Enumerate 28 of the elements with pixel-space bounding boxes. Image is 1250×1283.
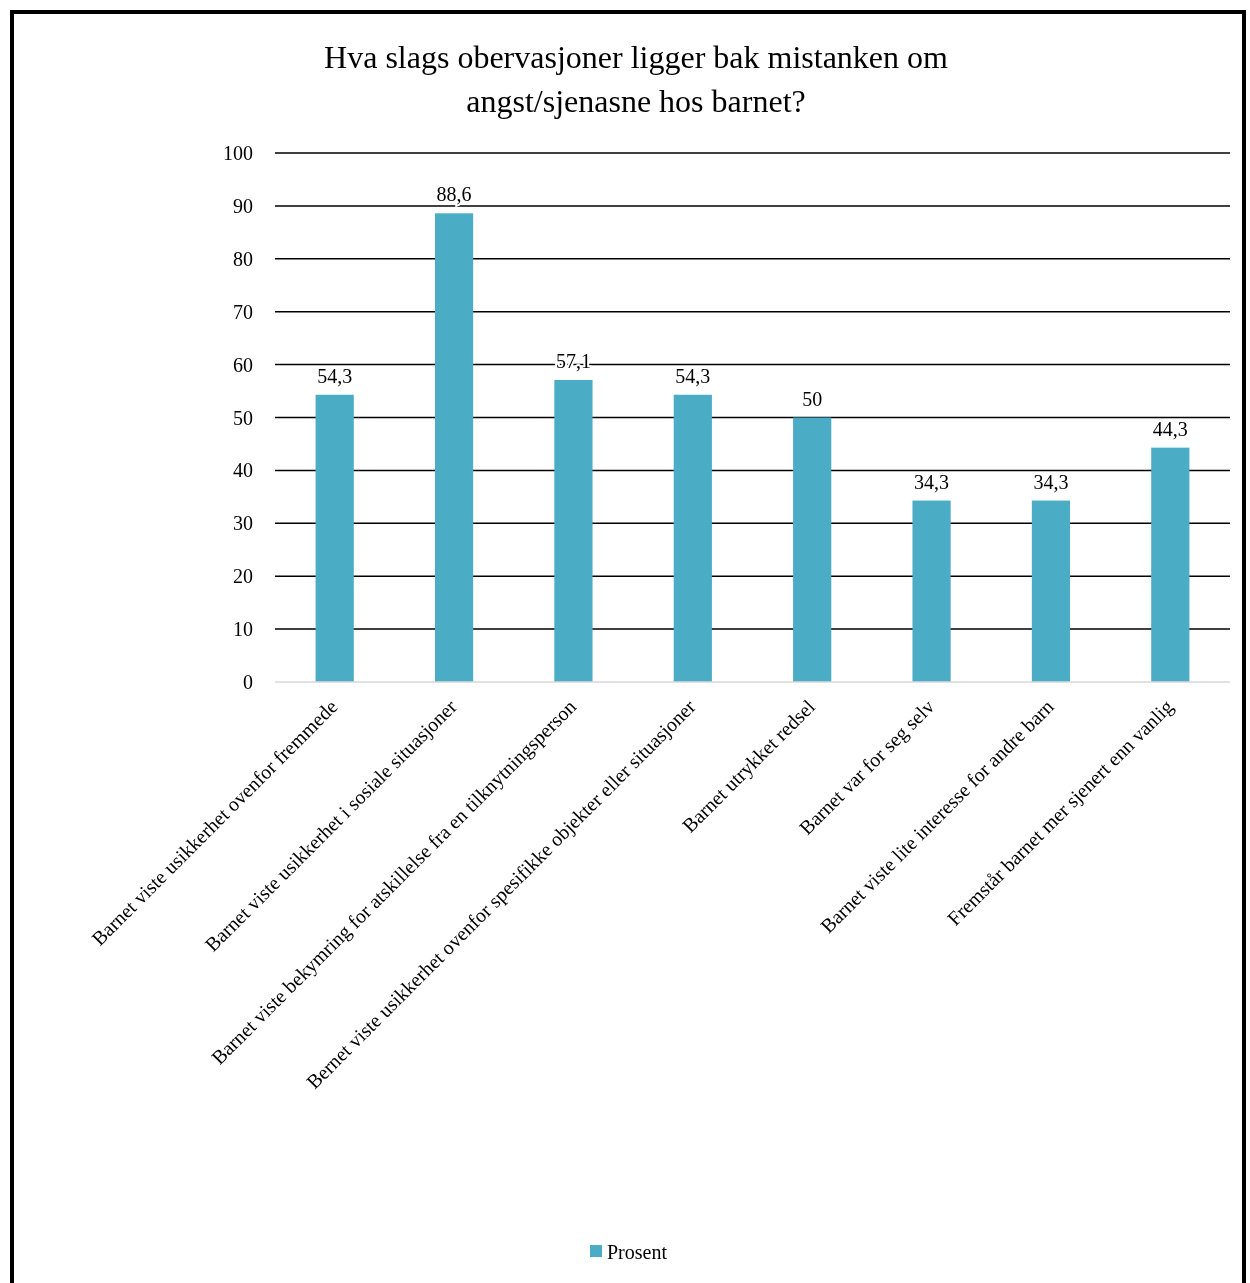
bar <box>793 417 832 682</box>
y-tick-label: 90 <box>233 194 253 217</box>
bar <box>554 379 593 682</box>
y-tick-label: 30 <box>233 512 253 535</box>
data-label: 54,3 <box>675 364 711 387</box>
bar <box>673 394 712 682</box>
data-label: 44,3 <box>1152 417 1188 440</box>
y-tick-label: 100 <box>223 142 253 164</box>
legend-label: Prosent <box>607 1241 668 1263</box>
data-label: 88,6 <box>436 183 472 206</box>
y-tick-label: 0 <box>243 671 253 693</box>
y-tick-label: 60 <box>233 353 253 376</box>
data-label: 54,3 <box>317 364 353 387</box>
bar <box>912 500 951 682</box>
data-label: 50 <box>802 387 823 410</box>
data-label: 34,3 <box>914 470 950 493</box>
bar <box>434 213 474 682</box>
y-tick-label: 70 <box>233 300 253 323</box>
y-tick-label: 80 <box>233 247 253 270</box>
bar <box>315 394 354 682</box>
y-tick-label: 20 <box>233 565 253 588</box>
bar <box>1031 500 1071 682</box>
data-label: 34,3 <box>1033 470 1069 493</box>
y-tick-label: 50 <box>233 406 253 429</box>
y-tick-label: 10 <box>233 618 253 641</box>
bar <box>1151 447 1190 682</box>
chart-title: Hva slags obervasjoner ligger bak mistanken om angst/sjenasne hos barnet? <box>324 39 949 119</box>
y-tick-label: 40 <box>233 459 253 482</box>
